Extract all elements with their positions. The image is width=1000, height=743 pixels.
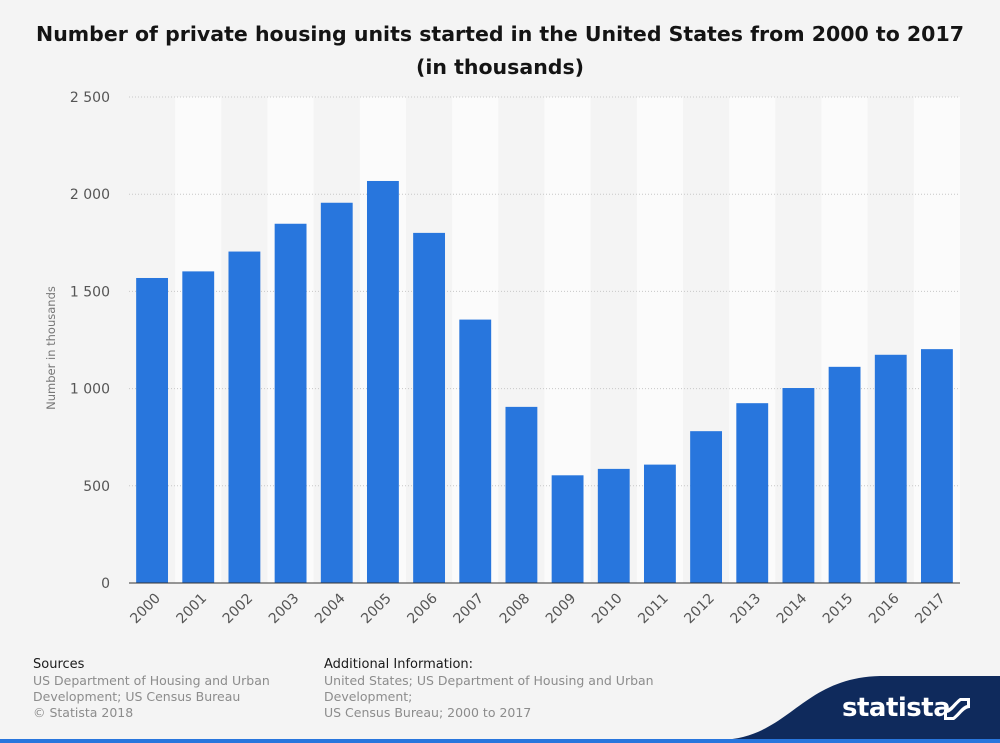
x-tick-label: 2010 <box>589 591 626 628</box>
additional-info-heading: Additional Information: <box>324 657 474 672</box>
bar <box>643 464 676 583</box>
additional-info-block: Additional Information: United States; U… <box>324 657 744 721</box>
bar <box>828 366 861 583</box>
bar <box>920 349 953 583</box>
bar <box>505 406 538 583</box>
bar <box>136 277 169 583</box>
sources-heading: Sources <box>33 657 85 672</box>
x-tick-label: 2013 <box>728 591 765 628</box>
bar <box>551 475 584 583</box>
x-tick-label: 2015 <box>820 591 857 628</box>
y-axis-label: Number in thousands <box>44 286 58 410</box>
x-tick-label: 2007 <box>451 591 488 628</box>
x-tick-label: 2009 <box>543 591 580 628</box>
x-tick-label: 2005 <box>358 591 395 628</box>
statista-logo-text[interactable]: statista <box>842 693 951 723</box>
bar <box>413 232 446 583</box>
y-tick-label: 1 000 <box>70 382 110 398</box>
x-tick-label: 2012 <box>681 591 718 628</box>
additional-info-line: United States; US Department of Housing … <box>324 673 654 704</box>
x-tick-label: 2016 <box>866 590 903 627</box>
x-tick-label: 2003 <box>266 591 303 628</box>
copyright: © Statista 2018 <box>33 705 134 720</box>
bar <box>736 403 769 583</box>
x-tick-label: 2008 <box>497 591 534 628</box>
bar <box>459 319 492 583</box>
y-tick-label: 0 <box>101 576 110 592</box>
bar <box>597 468 630 583</box>
x-tick-label: 2006 <box>404 590 441 627</box>
x-tick-label: 2011 <box>635 591 672 628</box>
y-tick-label: 2 500 <box>70 90 110 106</box>
y-tick-label: 500 <box>83 479 110 495</box>
sources-line[interactable]: US Department of Housing and Urban <box>33 673 270 688</box>
bar-chart: 0 500 1 000 1 500 2 000 2 500 2000 2001 2002 2003… <box>44 90 960 628</box>
additional-info-line: US Census Bureau; 2000 to 2017 <box>324 705 532 720</box>
x-tick-label: 2002 <box>220 591 257 628</box>
bar <box>874 354 907 583</box>
bar <box>690 431 723 583</box>
x-tick-label: 2000 <box>127 591 164 628</box>
x-tick-label: 2017 <box>912 591 949 628</box>
bar <box>320 202 353 583</box>
bar <box>366 180 399 583</box>
bar <box>274 223 307 584</box>
x-tick-label: 2004 <box>312 590 349 627</box>
sources-line[interactable]: Development; US Census Bureau <box>33 689 241 704</box>
bar <box>182 271 215 583</box>
statista-logo-icon <box>944 698 970 720</box>
x-tick-label: 2001 <box>174 591 211 628</box>
bar <box>782 388 815 583</box>
x-tick-label: 2014 <box>774 590 811 627</box>
bar <box>228 251 261 583</box>
y-tick-label: 1 500 <box>70 284 110 300</box>
sources-block: Sources US Department of Housing and Urb… <box>33 657 293 721</box>
chart-title: Number of private housing units started … <box>36 22 964 79</box>
y-tick-label: 2 000 <box>70 187 110 203</box>
